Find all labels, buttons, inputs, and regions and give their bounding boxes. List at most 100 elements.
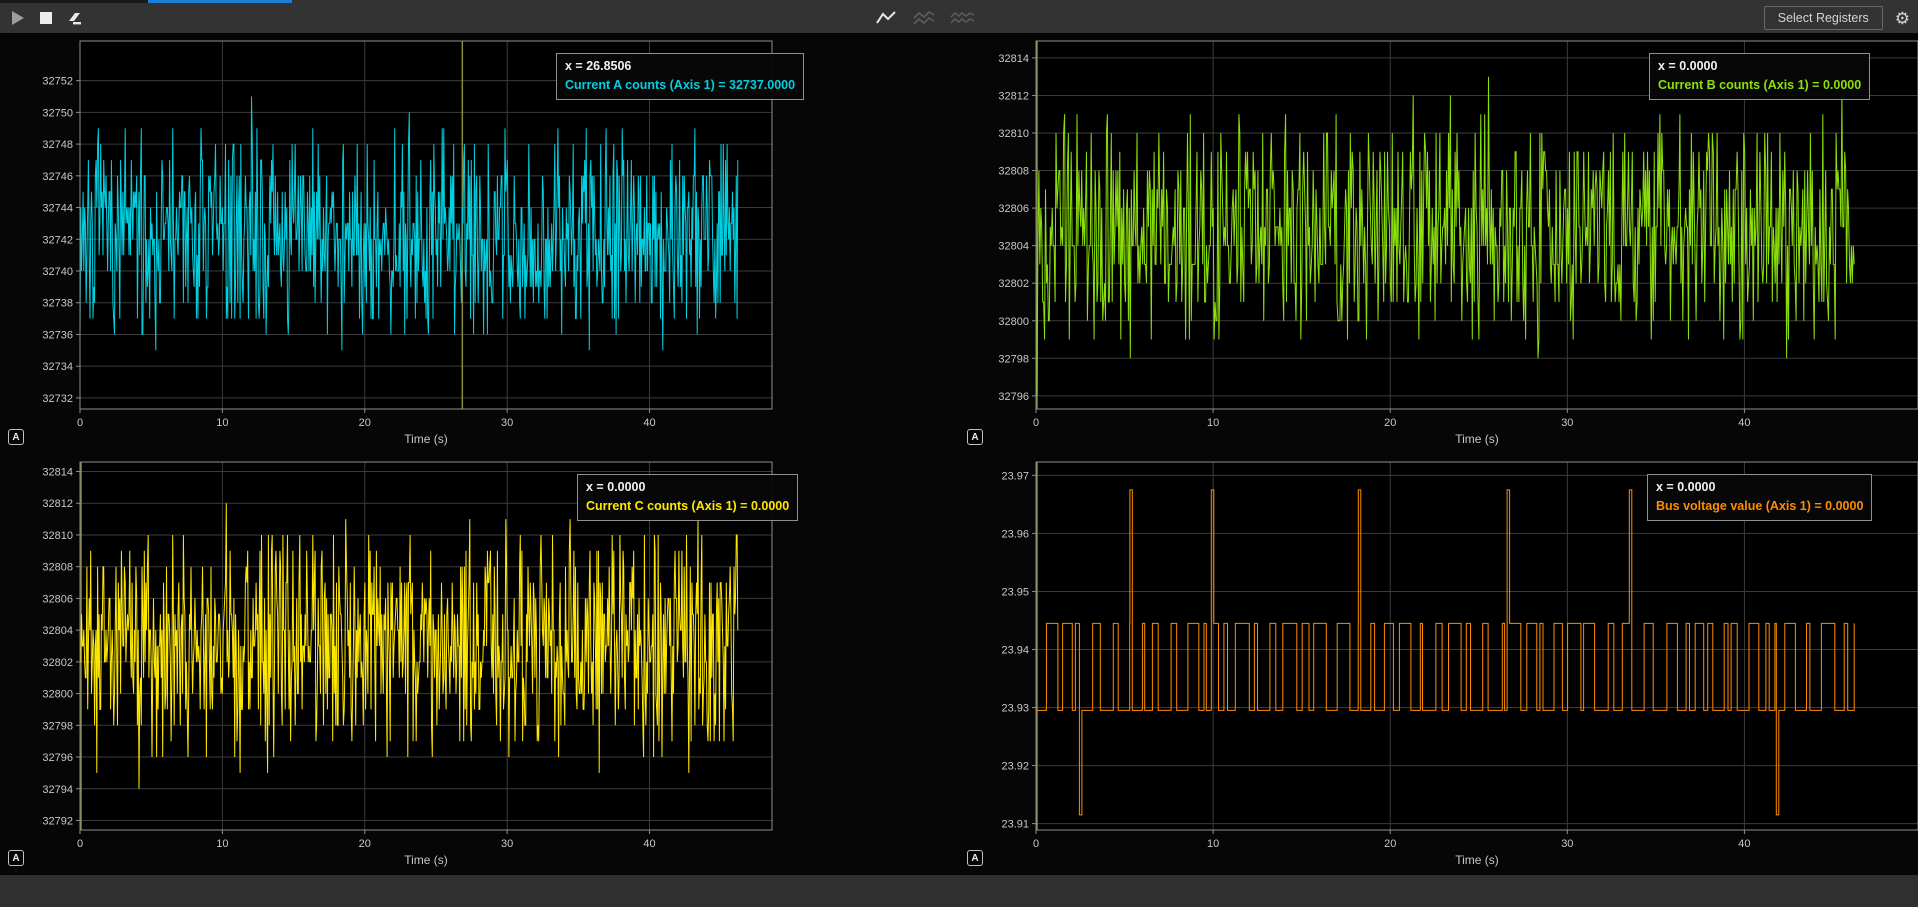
svg-text:32812: 32812 <box>42 498 73 510</box>
strip-layout-group <box>872 3 976 33</box>
svg-text:32792: 32792 <box>42 815 73 827</box>
svg-text:10: 10 <box>1207 838 1219 850</box>
svg-text:32738: 32738 <box>42 298 73 310</box>
svg-text:20: 20 <box>359 417 371 429</box>
svg-text:23.92: 23.92 <box>1001 761 1029 773</box>
svg-text:40: 40 <box>643 417 655 429</box>
svg-text:32808: 32808 <box>998 166 1029 178</box>
cursor-tooltip: x = 0.0000 Current C counts (Axis 1) = 0… <box>577 474 798 521</box>
erase-button[interactable] <box>60 3 88 33</box>
svg-text:32808: 32808 <box>42 562 73 574</box>
svg-text:30: 30 <box>501 417 513 429</box>
tooltip-series-value: Current C counts (Axis 1) = 0.0000 <box>586 497 789 516</box>
chart-panel-bus-voltage: 0 10 20 30 40 23.97 23.96 23.95 23.94 23.93 23.92 2… <box>959 454 1918 875</box>
svg-text:32810: 32810 <box>42 530 73 542</box>
svg-text:0: 0 <box>1033 838 1039 850</box>
svg-text:32806: 32806 <box>998 203 1029 215</box>
tooltip-x-value: x = 0.0000 <box>586 478 789 497</box>
chart-current-a[interactable]: 0 10 20 30 40 32752 32750 32748 32746 32744 32742 3… <box>0 33 959 454</box>
svg-text:30: 30 <box>1561 838 1573 850</box>
single-trace-icon <box>875 10 897 26</box>
svg-text:23.93: 23.93 <box>1001 703 1029 715</box>
svg-text:Time (s): Time (s) <box>1455 853 1499 867</box>
tooltip-series-value: Bus voltage value (Axis 1) = 0.0000 <box>1656 497 1863 516</box>
autoscale-button[interactable]: A <box>8 850 24 866</box>
svg-text:0: 0 <box>77 838 83 850</box>
svg-text:32806: 32806 <box>42 593 73 605</box>
svg-text:23.94: 23.94 <box>1001 644 1029 656</box>
svg-text:32740: 32740 <box>42 266 73 278</box>
tooltip-x-value: x = 0.0000 <box>1658 57 1861 76</box>
svg-text:32812: 32812 <box>998 90 1029 102</box>
svg-text:32744: 32744 <box>42 203 73 215</box>
chart-current-c[interactable]: 0102030403281432812328103280832806328043… <box>0 454 959 875</box>
svg-text:23.91: 23.91 <box>1001 819 1029 831</box>
single-strip-view-button[interactable] <box>872 3 900 33</box>
strip-charts-area: 0 10 20 30 40 32752 32750 32748 32746 32744 32742 3… <box>0 33 1918 875</box>
svg-text:32796: 32796 <box>42 752 73 764</box>
svg-text:10: 10 <box>216 838 228 850</box>
svg-text:Time (s): Time (s) <box>404 853 448 867</box>
svg-text:23.97: 23.97 <box>1001 470 1029 482</box>
svg-text:40: 40 <box>1738 838 1750 850</box>
svg-text:30: 30 <box>1561 417 1573 429</box>
svg-text:20: 20 <box>1384 417 1396 429</box>
cursor-tooltip: x = 0.0000 Bus voltage value (Axis 1) = … <box>1647 474 1872 521</box>
svg-text:32798: 32798 <box>998 353 1029 365</box>
svg-text:32748: 32748 <box>42 139 73 151</box>
tooltip-x-value: x = 0.0000 <box>1656 478 1863 497</box>
svg-text:40: 40 <box>1738 417 1750 429</box>
svg-text:32802: 32802 <box>42 657 73 669</box>
chart-panel-current-c: 0102030403281432812328103280832806328043… <box>0 454 959 875</box>
toolbar: Select Registers ⚙ <box>0 3 1918 33</box>
svg-text:32736: 32736 <box>42 329 73 341</box>
svg-text:0: 0 <box>77 417 83 429</box>
stop-icon <box>40 12 52 24</box>
svg-text:32802: 32802 <box>998 278 1029 290</box>
svg-text:32732: 32732 <box>42 393 73 405</box>
settings-gear-icon[interactable]: ⚙ <box>1895 10 1910 27</box>
status-strip <box>0 875 1918 907</box>
svg-text:32800: 32800 <box>42 689 73 701</box>
svg-text:20: 20 <box>359 838 371 850</box>
svg-text:32742: 32742 <box>42 234 73 246</box>
stop-button[interactable] <box>32 3 60 33</box>
svg-text:32798: 32798 <box>42 720 73 732</box>
svg-text:32746: 32746 <box>42 171 73 183</box>
chart-panel-current-a: 0 10 20 30 40 32752 32750 32748 32746 32744 32742 3… <box>0 33 959 454</box>
autoscale-button[interactable]: A <box>967 429 983 445</box>
autoscale-button[interactable]: A <box>967 850 983 866</box>
svg-text:32794: 32794 <box>42 784 73 796</box>
svg-text:10: 10 <box>216 417 228 429</box>
svg-text:40: 40 <box>643 838 655 850</box>
run-button[interactable] <box>4 3 32 33</box>
svg-text:32804: 32804 <box>42 625 73 637</box>
select-registers-button[interactable]: Select Registers <box>1764 6 1883 30</box>
svg-text:32804: 32804 <box>998 241 1029 253</box>
svg-text:23.96: 23.96 <box>1001 528 1029 540</box>
quad-strip-view-button[interactable] <box>948 3 976 33</box>
svg-text:20: 20 <box>1384 838 1396 850</box>
svg-text:23.95: 23.95 <box>1001 586 1029 598</box>
svg-text:32810: 32810 <box>998 128 1029 140</box>
toolbar-right-group: Select Registers ⚙ <box>1764 3 1910 33</box>
svg-text:32814: 32814 <box>42 467 73 479</box>
quad-trace-icon <box>949 10 975 26</box>
svg-text:Time (s): Time (s) <box>1455 432 1499 446</box>
play-icon <box>12 11 24 25</box>
tooltip-series-value: Current B counts (Axis 1) = 0.0000 <box>1658 76 1861 95</box>
dual-strip-view-button[interactable] <box>910 3 938 33</box>
svg-text:32800: 32800 <box>998 316 1029 328</box>
chart-panel-current-b: 0102030403281432812328103280832806328043… <box>959 33 1918 454</box>
svg-text:32750: 32750 <box>42 107 73 119</box>
svg-text:32752: 32752 <box>42 76 73 88</box>
eraser-icon <box>66 11 83 26</box>
svg-text:32814: 32814 <box>998 53 1029 65</box>
dual-trace-icon <box>912 10 936 26</box>
svg-text:Time (s): Time (s) <box>404 432 448 446</box>
svg-text:32734: 32734 <box>42 361 73 373</box>
autoscale-button[interactable]: A <box>8 429 24 445</box>
cursor-tooltip: x = 26.8506 Current A counts (Axis 1) = … <box>556 53 804 100</box>
cursor-tooltip: x = 0.0000 Current B counts (Axis 1) = 0… <box>1649 53 1870 100</box>
svg-text:10: 10 <box>1207 417 1219 429</box>
